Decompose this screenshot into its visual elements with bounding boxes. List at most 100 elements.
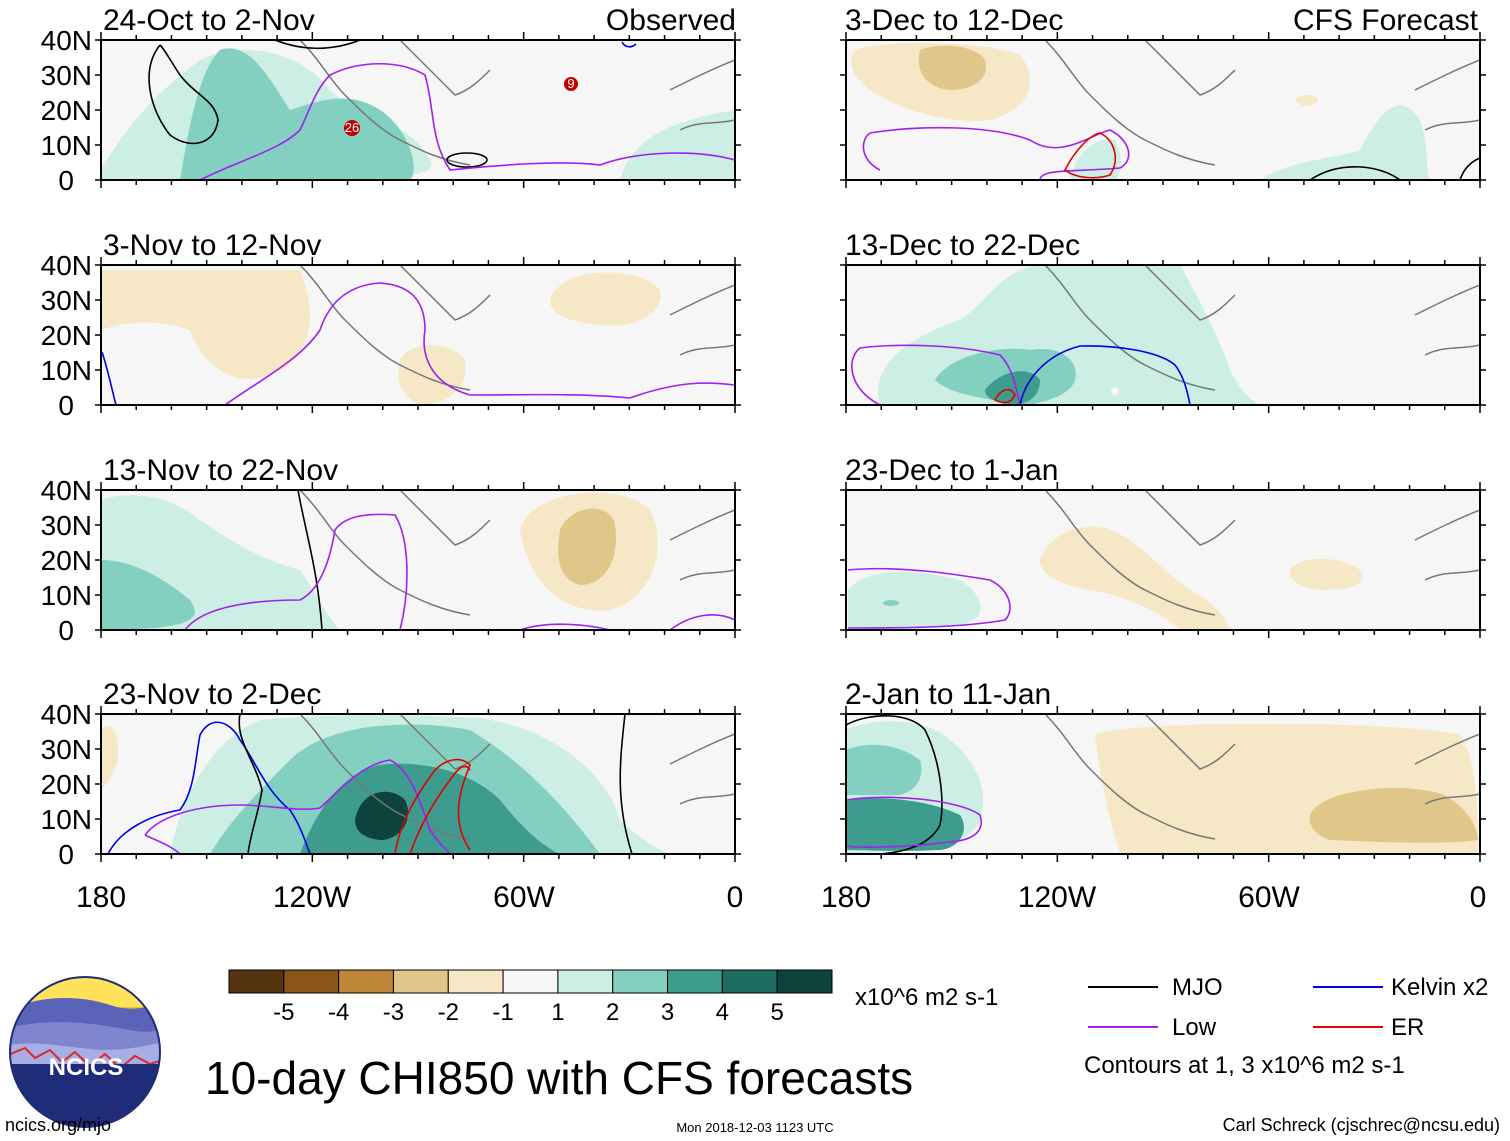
colorbar-swatch bbox=[283, 969, 340, 994]
lat-label: 10N bbox=[41, 130, 92, 161]
lon-label: 180 bbox=[76, 881, 126, 914]
storm-marker: 9 26 bbox=[344, 76, 578, 136]
low-contour bbox=[199, 63, 735, 180]
logo-text: NCICS bbox=[49, 1054, 124, 1081]
panel-title: 13-Nov to 22-Nov bbox=[103, 454, 338, 487]
lat-label: 0 bbox=[58, 165, 74, 196]
lon-label: 120W bbox=[273, 881, 352, 914]
footer-timestamp: Mon 2018-12-03 1123 UTC bbox=[676, 1120, 833, 1135]
er-contour bbox=[994, 388, 1016, 404]
panel-observed-1: 9 26 bbox=[100, 39, 736, 181]
lat-label: 30N bbox=[41, 60, 92, 91]
lat-label: 20N bbox=[41, 320, 92, 351]
legend-label: MJO bbox=[1172, 974, 1223, 1001]
lat-label: 0 bbox=[58, 615, 74, 646]
panel-observed-2 bbox=[100, 264, 736, 406]
lat-label: 10N bbox=[41, 804, 92, 835]
lon-label: 60W bbox=[493, 881, 555, 914]
colorbar-label: 2 bbox=[606, 999, 619, 1026]
colorbar-label: -4 bbox=[328, 999, 349, 1026]
kelvin-contour bbox=[621, 41, 637, 48]
kelvin-contour bbox=[1019, 345, 1191, 405]
colorbar-label: -5 bbox=[273, 999, 294, 1026]
lon-label: 0 bbox=[727, 881, 744, 914]
legend-label: Kelvin x2 bbox=[1391, 974, 1488, 1001]
colorbar-label: 4 bbox=[716, 999, 729, 1026]
lat-label: 20N bbox=[41, 769, 92, 800]
lat-label: 40N bbox=[41, 250, 92, 281]
low-contour bbox=[846, 796, 982, 848]
lat-label: 20N bbox=[41, 95, 92, 126]
lon-label: 60W bbox=[1238, 881, 1300, 914]
lat-label: 30N bbox=[41, 734, 92, 765]
panel-title: 3-Dec to 12-Dec bbox=[845, 4, 1063, 37]
lat-label: 40N bbox=[41, 475, 92, 506]
kelvin-contour bbox=[107, 721, 311, 854]
observed-label: Observed bbox=[606, 4, 736, 37]
panel-title: 3-Nov to 12-Nov bbox=[103, 229, 321, 262]
colorbar-units: x10^6 m2 s-1 bbox=[855, 984, 998, 1011]
colorbar-swatch bbox=[228, 969, 285, 994]
colorbar-swatch bbox=[776, 969, 833, 994]
panel-forecast-3 bbox=[845, 489, 1481, 631]
ncics-logo: NCICS bbox=[9, 976, 161, 1128]
panel-title: 23-Nov to 2-Dec bbox=[103, 678, 321, 711]
mjo-contour bbox=[238, 714, 633, 854]
footer-author: Carl Schreck (cjschrec@ncsu.edu) bbox=[1223, 1115, 1500, 1135]
kelvin-contour bbox=[101, 351, 117, 405]
panel-observed-4 bbox=[100, 713, 736, 855]
lat-label: 40N bbox=[41, 25, 92, 56]
low-contour bbox=[851, 344, 1021, 405]
colorbar-label: 3 bbox=[661, 999, 674, 1026]
panel-forecast-4 bbox=[845, 713, 1481, 855]
lat-labels: 40N 30N 20N 10N 0 40N 30N 20N 10N 0 40N … bbox=[41, 25, 92, 870]
lon-label: 120W bbox=[1018, 881, 1097, 914]
svg-text:9: 9 bbox=[567, 76, 574, 91]
land-outline bbox=[299, 40, 735, 166]
colorbar-label: -2 bbox=[438, 999, 459, 1026]
panel-forecast-2 bbox=[845, 264, 1481, 406]
colorbar-swatch bbox=[667, 969, 723, 994]
lon-label: 180 bbox=[821, 881, 871, 914]
mjo-contour bbox=[274, 40, 361, 50]
panel-title: 13-Dec to 22-Dec bbox=[845, 229, 1080, 262]
mjo-contour bbox=[446, 152, 488, 168]
panel-title: 23-Dec to 1-Jan bbox=[845, 454, 1058, 487]
cfs-forecast-label: CFS Forecast bbox=[1293, 4, 1479, 37]
panel-observed-3 bbox=[100, 489, 736, 631]
lat-label: 0 bbox=[58, 839, 74, 870]
lon-labels: 180 120W 60W 0 180 120W 60W 0 bbox=[76, 881, 1486, 914]
legend-label: ER bbox=[1391, 1014, 1424, 1041]
mjo-contour bbox=[297, 490, 323, 630]
colorbar-labels: -5 -4 -3 -2 -1 1 2 3 4 5 bbox=[273, 999, 784, 1026]
figure-title: 10-day CHI850 with CFS forecasts bbox=[205, 1052, 913, 1104]
lat-label: 20N bbox=[41, 545, 92, 576]
low-contour bbox=[144, 759, 453, 854]
axis-ticks bbox=[95, 32, 1486, 862]
panel-title: 24-Oct to 2-Nov bbox=[103, 4, 315, 37]
low-contour bbox=[184, 513, 735, 630]
colorbar-label: -3 bbox=[383, 999, 404, 1026]
colorbar-label: 5 bbox=[771, 999, 784, 1026]
colorbar-swatch bbox=[447, 969, 504, 994]
colorbar-label: 1 bbox=[551, 999, 564, 1026]
low-contour bbox=[847, 567, 1011, 629]
low-contour bbox=[862, 126, 1130, 180]
colorbar-swatch bbox=[502, 969, 559, 994]
lat-label: 0 bbox=[58, 390, 74, 421]
lat-label: 40N bbox=[41, 699, 92, 730]
colorbar-swatch bbox=[557, 969, 614, 994]
colorbar-label: -1 bbox=[492, 999, 513, 1026]
er-contour bbox=[394, 758, 471, 854]
panel-forecast-1 bbox=[845, 39, 1481, 181]
colorbar-swatch bbox=[721, 969, 778, 994]
lat-label: 30N bbox=[41, 285, 92, 316]
legend-label: Low bbox=[1172, 1014, 1217, 1041]
lat-label: 10N bbox=[41, 580, 92, 611]
lon-label: 0 bbox=[1470, 881, 1487, 914]
footer-url: ncics.org/mjo bbox=[5, 1115, 111, 1135]
er-contour bbox=[1063, 132, 1116, 179]
low-contour bbox=[224, 282, 735, 405]
contour-legend: MJO Kelvin x2 Low ER Contours at 1, 3 x1… bbox=[1084, 974, 1488, 1079]
